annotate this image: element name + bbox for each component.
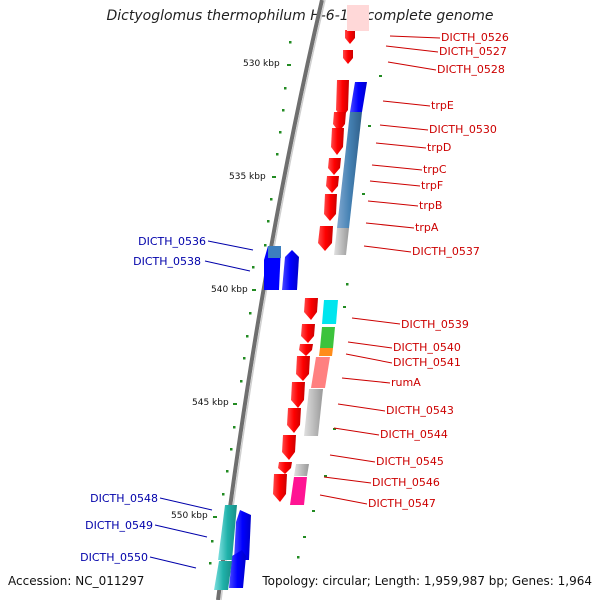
category-block-trpE [350,82,367,112]
gene-trpF[interactable] [326,176,339,193]
scale-label-550: 550 kbp [171,511,208,521]
gene-dicth-0545[interactable] [282,435,296,460]
category-block-0547 [290,477,307,505]
left-gene-labels: DICTH_0536 DICTH_0538 DICTH_0548 DICTH_0549… [80,235,206,564]
category-block-0548 [218,505,237,560]
category-block-0550 [214,561,232,590]
gene-trpE[interactable] [336,80,349,118]
gene-dicth-0526[interactable] [345,30,355,44]
right-gene-label: DICTH_0546 [372,476,440,489]
gene-dicth-0539[interactable] [304,298,318,320]
scale-tick-550 [213,516,217,518]
scale-tick-535 [272,176,276,178]
left-gene-label: DICTH_0538 [133,255,201,268]
category-block-0543 [304,389,323,436]
right-gene-label: DICTH_0539 [401,318,469,331]
category-block-trp [337,112,362,228]
left-gene-label: DICTH_0549 [85,519,153,532]
gene-dicth-0530[interactable] [333,112,346,132]
category-block-0540 [320,327,335,348]
gene-trpA[interactable] [318,226,333,251]
scale-label-545: 545 kbp [192,398,229,408]
gene-trpC[interactable] [328,158,341,175]
left-leader-lines [149,240,254,569]
category-block-0526 [347,5,369,31]
right-gene-label: trpC [423,163,447,176]
topology-label: Topology: circular; Length: 1,959,987 bp… [262,574,592,588]
right-gene-label: DICTH_0530 [429,123,497,136]
right-gene-label: DICTH_0526 [441,31,509,44]
gene-dicth-0549[interactable] [229,550,246,588]
forward-strand-genes [273,30,355,502]
right-gene-label: trpF [421,179,443,192]
category-block-0539 [322,300,338,324]
scale-labels: 530 kbp 535 kbp 540 kbp 545 kbp 550 kbp [171,59,280,521]
left-gene-label: DICTH_0550 [80,551,148,564]
right-gene-label: DICTH_0541 [393,356,461,369]
scale-ticks-outer [209,41,292,565]
right-gene-label: DICTH_0540 [393,341,461,354]
category-block-0546 [294,464,309,476]
category-block-rumA [311,357,330,388]
scale-tick-545 [233,403,237,405]
gene-dicth-0548[interactable] [234,510,251,560]
right-gene-label: DICTH_0528 [437,63,505,76]
scale-ticks-inner [297,75,382,559]
scale-label-530: 530 kbp [243,59,280,69]
scale-label-540: 540 kbp [211,285,248,295]
left-gene-label: DICTH_0548 [90,492,158,505]
gene-dicth-0538[interactable] [282,250,299,290]
accession-label: Accession: NC_011297 [8,574,145,588]
genome-title: Dictyoglomus thermophilum H-6-12, comple… [106,8,494,24]
category-block-0537 [334,228,349,255]
right-gene-label: DICTH_0544 [380,428,448,441]
left-gene-label: DICTH_0536 [138,235,206,248]
gene-trpD[interactable] [331,128,344,155]
right-gene-label: trpA [415,221,439,234]
category-block-0541 [319,348,333,356]
right-gene-label: DICTH_0527 [439,45,507,58]
right-gene-label: DICTH_0543 [386,404,454,417]
gene-dicth-0543[interactable] [291,382,305,408]
scale-label-535: 535 kbp [229,172,266,182]
gene-trpB[interactable] [324,194,337,221]
gene-rumA[interactable] [296,356,310,381]
right-gene-label: DICTH_0547 [368,497,436,510]
scale-tick-530 [287,64,291,66]
right-gene-label: rumA [391,376,421,389]
right-gene-label: DICTH_0545 [376,455,444,468]
right-leader-lines [319,35,441,505]
right-gene-label: trpE [431,99,454,112]
gene-dicth-0541[interactable] [299,344,313,356]
right-gene-label: DICTH_0537 [412,245,480,258]
right-gene-label: trpB [419,199,442,212]
category-lane [290,5,369,505]
gene-dicth-0540[interactable] [301,324,315,343]
scale-tick-540 [252,289,256,291]
category-block-0536 [268,246,281,258]
gene-dicth-0546[interactable] [278,462,292,474]
gene-dicth-0528[interactable] [343,50,353,64]
gene-dicth-0547[interactable] [273,474,287,502]
reverse-strand-genes [214,246,299,590]
gene-dicth-0544[interactable] [287,408,301,433]
right-gene-label: trpD [427,141,451,154]
